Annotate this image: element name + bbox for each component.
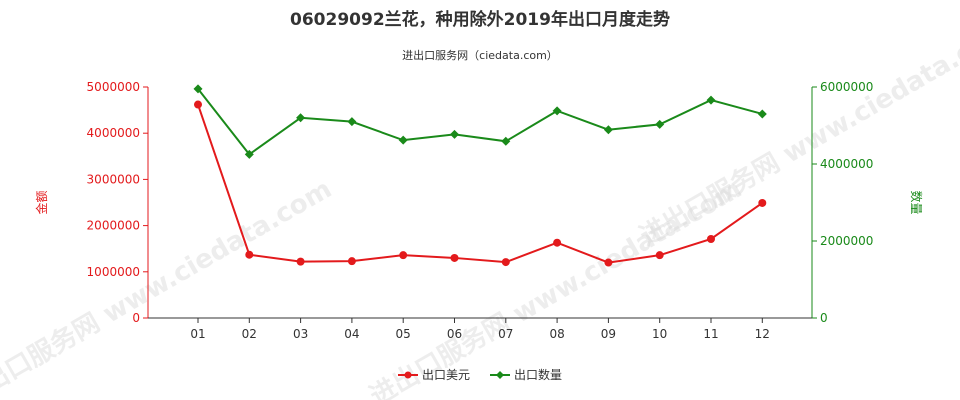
y-right-tick-label: 6000000 xyxy=(820,80,873,94)
axes: 0100000020000003000000400000050000000200… xyxy=(34,80,924,341)
series-line xyxy=(197,104,763,264)
y-axis-left-title: 金额 xyxy=(34,190,49,214)
legend-label: 出口美元 xyxy=(422,368,470,382)
y-left-tick-label: 1000000 xyxy=(87,265,140,279)
x-tick-label: 06 xyxy=(447,327,462,341)
data-point[interactable] xyxy=(347,257,356,266)
series-2 xyxy=(193,84,767,159)
data-point[interactable] xyxy=(193,84,203,94)
data-point[interactable] xyxy=(603,125,613,135)
data-point[interactable] xyxy=(552,106,562,116)
series-1 xyxy=(194,100,767,267)
series-layer xyxy=(193,84,767,267)
y-left-tick-label: 5000000 xyxy=(87,80,140,94)
legend-item-2[interactable]: 出口数量 xyxy=(490,367,562,382)
y-right-tick-label: 0 xyxy=(820,311,828,325)
y-right-tick-label: 4000000 xyxy=(820,157,873,171)
legend[interactable]: 出口美元 出口数量 xyxy=(398,367,562,382)
series-line xyxy=(197,88,763,156)
legend-marker xyxy=(496,371,504,379)
watermark-text: 进出口服务网 www.ciedata.com xyxy=(0,174,337,400)
x-tick-label: 05 xyxy=(396,327,411,341)
legend-marker xyxy=(404,371,412,379)
x-tick-label: 02 xyxy=(242,327,257,341)
data-point[interactable] xyxy=(244,149,254,159)
x-tick-label: 01 xyxy=(190,327,205,341)
data-point[interactable] xyxy=(194,100,202,109)
data-point[interactable] xyxy=(296,113,306,123)
data-point[interactable] xyxy=(450,129,459,139)
x-tick-label: 12 xyxy=(755,327,770,341)
y-axis-right-title: 数量 xyxy=(909,190,924,214)
x-tick-label: 11 xyxy=(703,327,718,341)
data-point[interactable] xyxy=(399,251,408,260)
y-right-tick-label: 2000000 xyxy=(820,234,873,248)
chart-subtitle: 进出口服务网（ciedata.com） xyxy=(402,48,558,62)
data-point[interactable] xyxy=(501,258,510,267)
data-point[interactable] xyxy=(706,95,716,105)
chart-title: 06029092兰花，种用除外2019年出口月度走势 xyxy=(290,9,670,30)
y-left-tick-label: 4000000 xyxy=(87,126,140,140)
y-left-tick-label: 3000000 xyxy=(87,172,140,186)
y-left-tick-label: 2000000 xyxy=(87,219,140,233)
data-point[interactable] xyxy=(553,238,562,247)
y-left-tick-label: 0 xyxy=(132,311,140,325)
data-point[interactable] xyxy=(501,136,511,146)
legend-item-1[interactable]: 出口美元 xyxy=(398,368,470,382)
data-point[interactable] xyxy=(398,135,408,145)
data-point[interactable] xyxy=(655,119,665,129)
data-point[interactable] xyxy=(757,109,767,119)
data-point[interactable] xyxy=(347,117,357,127)
x-tick-label: 07 xyxy=(498,327,513,341)
data-point[interactable] xyxy=(604,258,613,267)
data-point[interactable] xyxy=(655,251,664,260)
data-point[interactable] xyxy=(450,253,459,262)
legend-label: 出口数量 xyxy=(514,367,562,382)
data-point[interactable] xyxy=(707,234,715,243)
data-point[interactable] xyxy=(758,198,767,207)
watermark: 进出口服务网 www.ciedata.com 进出口服务网 www.ciedata… xyxy=(0,14,960,400)
x-tick-label: 04 xyxy=(344,327,359,341)
x-tick-label: 09 xyxy=(601,327,616,341)
data-point[interactable] xyxy=(296,257,305,266)
x-tick-label: 03 xyxy=(293,327,308,341)
data-point[interactable] xyxy=(245,250,254,259)
x-tick-label: 10 xyxy=(652,327,667,341)
x-tick-label: 08 xyxy=(549,327,564,341)
watermark-text: 进出口服务网 www.ciedata.com xyxy=(635,14,960,252)
